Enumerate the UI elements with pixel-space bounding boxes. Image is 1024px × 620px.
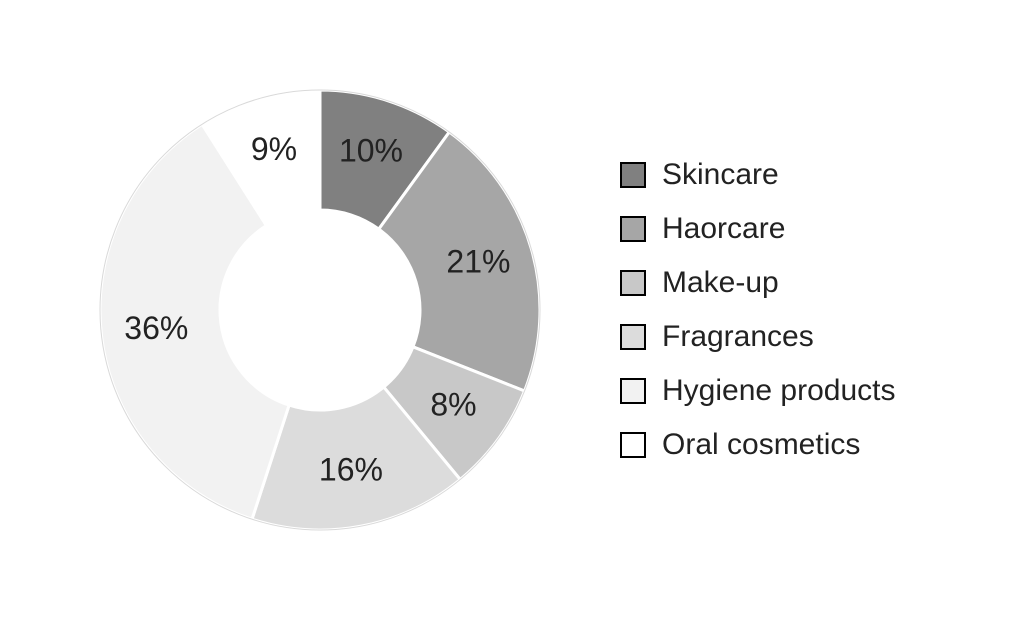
legend-label-5: Oral cosmetics <box>662 428 860 462</box>
slice-label-0: 10% <box>339 133 403 169</box>
chart-container: 10% 21% 8% 16% 36% 9% Skincare Haorcare Make-up… <box>0 0 1024 620</box>
slice-label-3: 16% <box>319 452 383 488</box>
legend-item-1: Haorcare <box>620 212 895 246</box>
legend-label-4: Hygiene products <box>662 374 895 408</box>
legend-swatch-3 <box>620 324 646 350</box>
legend: Skincare Haorcare Make-up Fragrances Hygiene… <box>620 148 895 472</box>
legend-label-1: Haorcare <box>662 212 785 246</box>
legend-item-5: Oral cosmetics <box>620 428 895 462</box>
donut-svg: 10% 21% 8% 16% 36% 9% <box>40 30 600 590</box>
legend-swatch-1 <box>620 216 646 242</box>
legend-item-0: Skincare <box>620 158 895 192</box>
donut-chart: 10% 21% 8% 16% 36% 9% <box>40 30 600 590</box>
slice-label-5: 9% <box>251 131 297 167</box>
legend-item-3: Fragrances <box>620 320 895 354</box>
slice-label-4: 36% <box>124 310 188 346</box>
slice-label-1: 21% <box>446 243 510 279</box>
legend-label-2: Make-up <box>662 266 779 300</box>
legend-swatch-5 <box>620 432 646 458</box>
legend-swatch-0 <box>620 162 646 188</box>
legend-swatch-2 <box>620 270 646 296</box>
legend-swatch-4 <box>620 378 646 404</box>
legend-item-4: Hygiene products <box>620 374 895 408</box>
legend-item-2: Make-up <box>620 266 895 300</box>
slice-label-2: 8% <box>430 386 476 422</box>
legend-label-3: Fragrances <box>662 320 814 354</box>
legend-label-0: Skincare <box>662 158 779 192</box>
